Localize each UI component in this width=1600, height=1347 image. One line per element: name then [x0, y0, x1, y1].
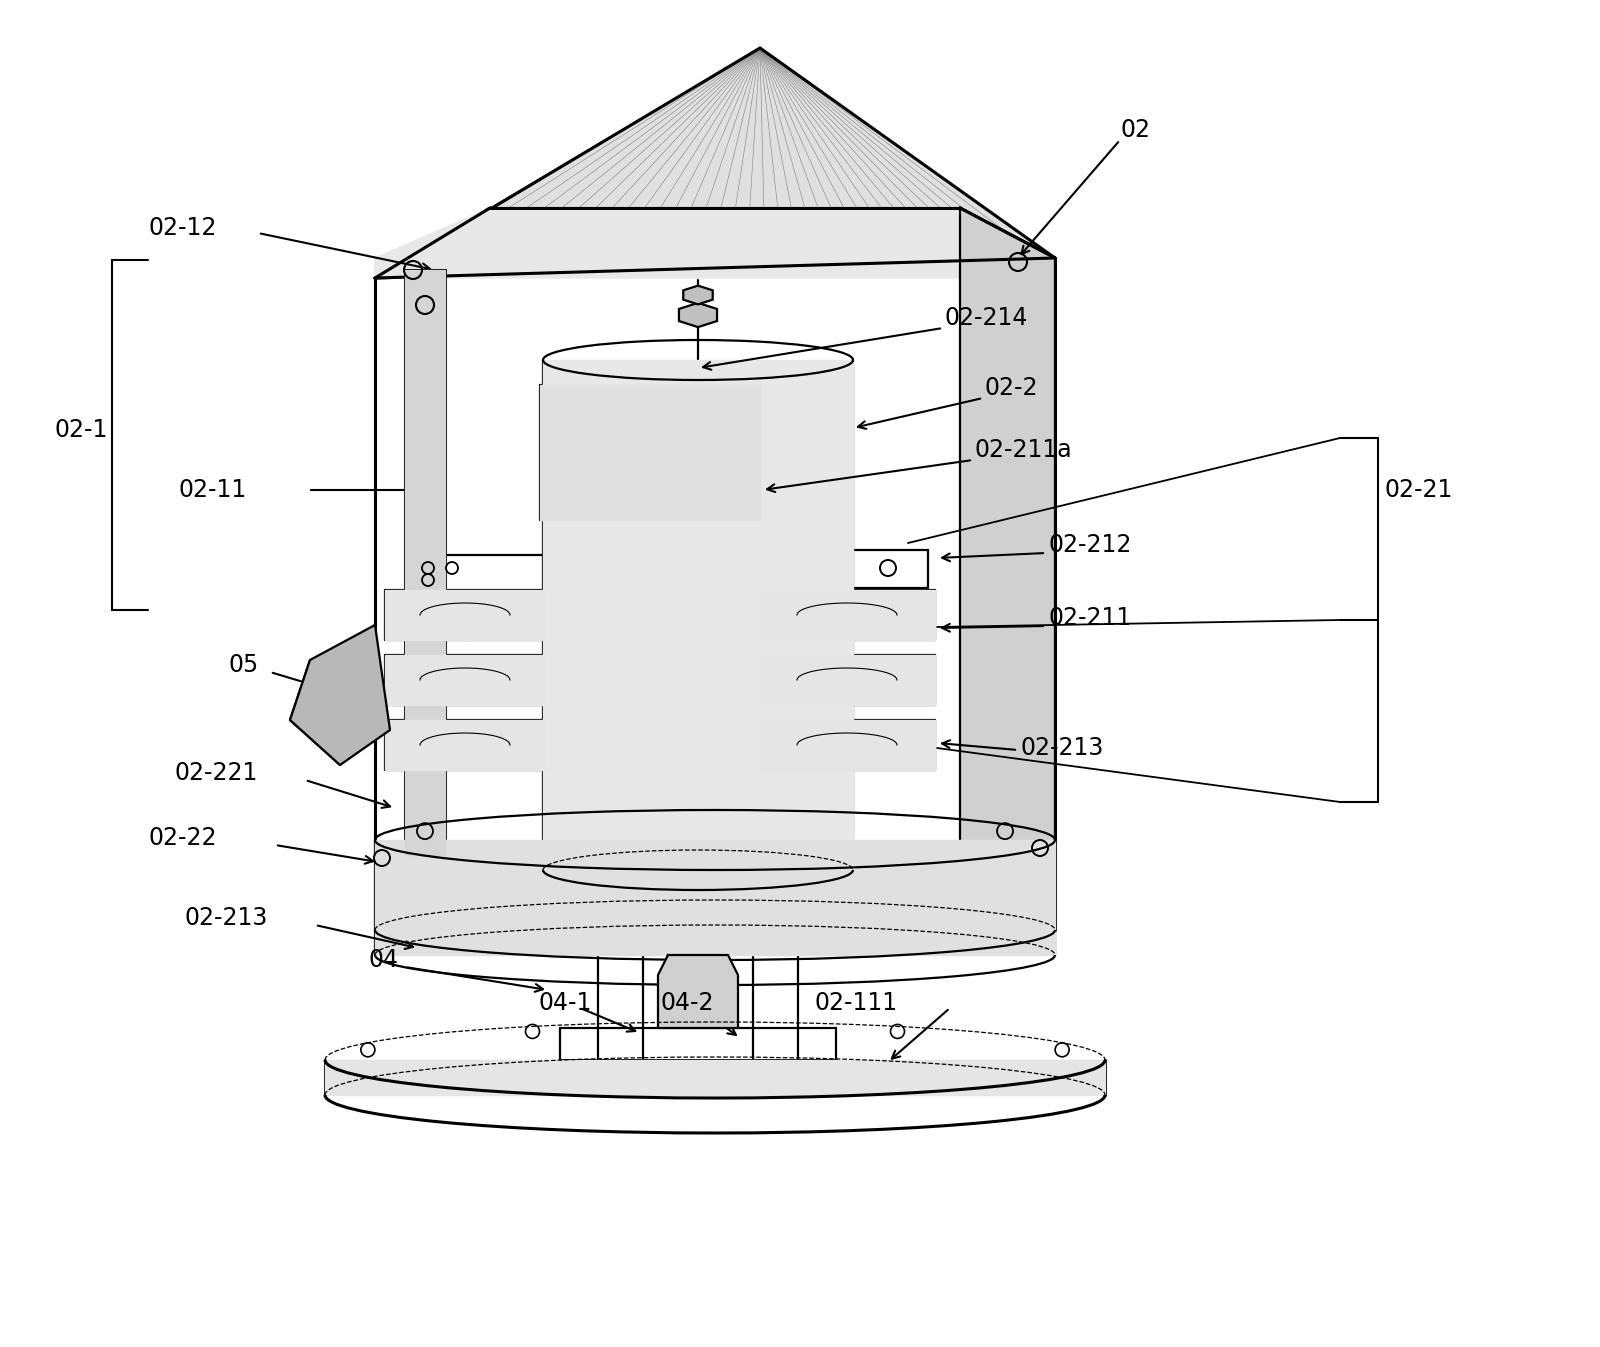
Text: 02-111: 02-111 [814, 991, 898, 1016]
Polygon shape [290, 625, 390, 765]
Polygon shape [386, 590, 546, 640]
Text: 02-11: 02-11 [178, 478, 246, 502]
Polygon shape [405, 269, 445, 855]
Polygon shape [490, 48, 1054, 259]
Polygon shape [760, 721, 934, 770]
Polygon shape [374, 841, 1054, 955]
Polygon shape [760, 590, 934, 640]
Polygon shape [374, 207, 1054, 277]
Text: 02-213: 02-213 [186, 907, 269, 929]
Text: 02-211a: 02-211a [974, 438, 1072, 462]
Text: 02-214: 02-214 [946, 306, 1029, 330]
Polygon shape [678, 303, 717, 327]
Polygon shape [386, 655, 546, 704]
Text: 04-2: 04-2 [661, 991, 714, 1016]
Polygon shape [760, 655, 934, 704]
Polygon shape [325, 1060, 1106, 1095]
Text: 02-211: 02-211 [1048, 606, 1131, 630]
Text: 02-221: 02-221 [174, 761, 258, 785]
Polygon shape [658, 955, 738, 1028]
Text: 02: 02 [1120, 119, 1150, 141]
Polygon shape [683, 286, 712, 304]
Polygon shape [542, 360, 853, 870]
Text: 02-213: 02-213 [1021, 735, 1104, 760]
Polygon shape [960, 207, 1054, 929]
Text: 02-21: 02-21 [1386, 478, 1453, 502]
Text: 04-1: 04-1 [538, 991, 592, 1016]
Text: 05: 05 [229, 653, 258, 678]
Polygon shape [386, 721, 546, 770]
Polygon shape [374, 48, 760, 277]
Text: 02-12: 02-12 [147, 216, 216, 240]
Polygon shape [541, 385, 760, 520]
Text: 02-212: 02-212 [1048, 533, 1131, 558]
Text: 04: 04 [368, 948, 398, 973]
Text: 02-2: 02-2 [986, 376, 1038, 400]
Text: 02-22: 02-22 [147, 826, 216, 850]
Text: 02-1: 02-1 [54, 418, 109, 442]
